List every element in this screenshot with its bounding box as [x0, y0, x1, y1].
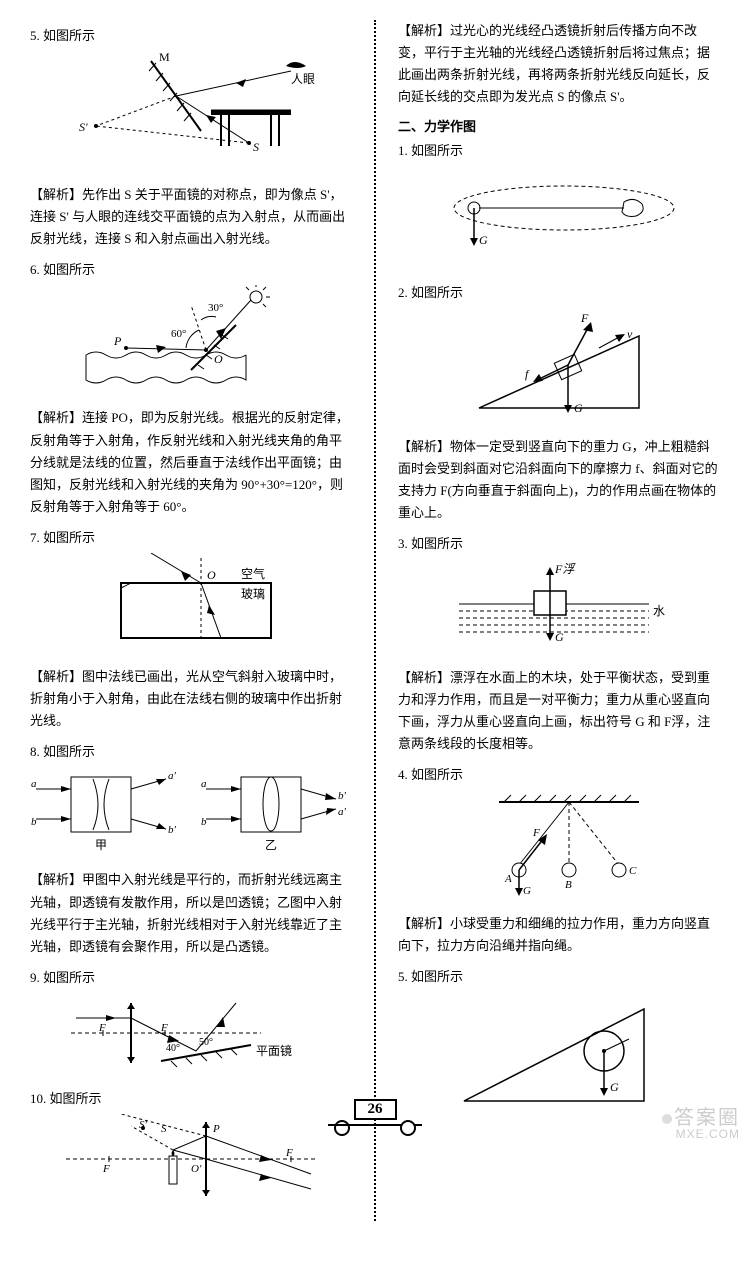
r-q4-num: 4. 如图所示: [398, 765, 720, 786]
q7-analysis: 【解析】图中法线已画出，光从空气斜射入玻璃中时，折射角小于入射角，由此在法线右侧…: [30, 666, 352, 732]
label-mirror: 平面镜: [256, 1043, 292, 1058]
svg-text:40°: 40°: [166, 1043, 180, 1054]
cart-decoration: [330, 1118, 420, 1132]
svg-text:F: F: [580, 311, 589, 325]
svg-text:a': a': [338, 806, 347, 818]
right-column: 【解析】过光心的光线经凸透镜折射后传播方向不改变，平行于主光轴的光线经凸透镜折射…: [398, 20, 720, 1221]
svg-text:G: G: [555, 630, 564, 644]
svg-text:v: v: [627, 327, 633, 341]
svg-text:b: b: [201, 816, 207, 828]
q9: 9. 如图所示 F F: [30, 968, 352, 1080]
q6-num: 6. 如图所示: [30, 260, 352, 281]
q5-num: 5. 如图所示: [30, 26, 352, 47]
r-q5: 5. 如图所示 G: [398, 967, 720, 1119]
svg-text:a: a: [201, 778, 207, 790]
q6-figure: P O: [30, 285, 352, 402]
svg-text:b': b': [168, 824, 177, 836]
q7-figure: O 空气 玻璃: [30, 553, 352, 660]
svg-text:F浮: F浮: [554, 562, 576, 576]
r-q2-figure: F v f G: [398, 308, 720, 430]
r-q1: 1. 如图所示 G: [398, 141, 720, 273]
q8: 8. 如图所示 a b a' b' 甲: [30, 742, 352, 958]
svg-text:b: b: [31, 816, 37, 828]
svg-text:50°: 50°: [199, 1037, 213, 1048]
label-P: P: [113, 334, 122, 348]
r-q3: 3. 如图所示 水 F: [398, 534, 720, 755]
svg-text:A: A: [504, 873, 512, 885]
left-column: 5. 如图所示 M: [30, 20, 352, 1221]
q8-num: 8. 如图所示: [30, 742, 352, 763]
section-title: 二、力学作图: [398, 116, 720, 135]
label-60: 60°: [171, 328, 186, 340]
r-q3-analysis: 【解析】漂浮在水面上的木块，处于平衡状态，受到重力和浮力作用，而且是一对平衡力；…: [398, 667, 720, 755]
q7: 7. 如图所示 O 空气 玻璃 【解析】图中: [30, 528, 352, 732]
svg-text:G: G: [523, 885, 531, 897]
watermark: 答案圈 MXE.COM: [662, 1108, 740, 1140]
q8-figure: a b a' b' 甲 a b b' a' 乙: [30, 767, 352, 864]
page-number: 26: [354, 1099, 397, 1120]
r-q4: 4. 如图所示 A B C: [398, 765, 720, 957]
q10-num: 10. 如图所示: [30, 1089, 352, 1110]
q5-figure: M S: [30, 51, 352, 178]
svg-text:C: C: [629, 865, 637, 877]
r-q3-num: 3. 如图所示: [398, 534, 720, 555]
svg-text:P: P: [212, 1123, 220, 1135]
q6-analysis: 【解析】连接 PO，即为反射光线。根据光的反射定律，反射角等于入射角，作反射光线…: [30, 407, 352, 517]
label-G: G: [479, 233, 488, 247]
q10: 10. 如图所示 F F S S': [30, 1089, 352, 1211]
label-O: O: [214, 352, 223, 366]
svg-text:F: F: [160, 1022, 168, 1034]
label-Sp: S': [79, 120, 88, 134]
r-q5-figure: G: [398, 991, 720, 1118]
q6: 6. 如图所示 P O: [30, 260, 352, 518]
label-S: S: [253, 140, 259, 154]
top-analysis: 【解析】过光心的光线经凸透镜折射后传播方向不改变，平行于主光轴的光线经凸透镜折射…: [398, 20, 720, 108]
svg-text:a': a': [168, 770, 177, 782]
svg-text:F: F: [98, 1022, 106, 1034]
q9-num: 9. 如图所示: [30, 968, 352, 989]
svg-text:水: 水: [653, 604, 665, 618]
label-M: M: [159, 51, 170, 64]
svg-text:B: B: [565, 879, 572, 891]
svg-text:G: G: [610, 1080, 619, 1094]
q5-analysis: 【解析】先作出 S 关于平面镜的对称点，即为像点 S'，连接 S' 与人眼的连线…: [30, 184, 352, 250]
q10-figure: F F S S' P O': [30, 1114, 352, 1211]
svg-text:F: F: [532, 827, 540, 839]
r-q4-analysis: 【解析】小球受重力和细绳的拉力作用，重力方向竖直向下，拉力方向沿绳并指向绳。: [398, 913, 720, 957]
q9-figure: F F 平面镜 40° 50°: [30, 993, 352, 1080]
svg-text:a: a: [31, 778, 37, 790]
q7-num: 7. 如图所示: [30, 528, 352, 549]
label-30: 30°: [208, 302, 223, 314]
label-yi: 乙: [265, 838, 277, 852]
label-eye: 人眼: [291, 72, 315, 86]
svg-text:O': O': [191, 1163, 202, 1175]
label-O: O: [207, 568, 216, 582]
svg-text:f: f: [525, 367, 530, 381]
r-q3-figure: 水 F浮 G: [398, 559, 720, 661]
column-divider: [374, 20, 376, 1221]
q8-analysis: 【解析】甲图中入射光线是平行的，而折射光线远离主光轴，即透镜有发散作用，所以是凹…: [30, 869, 352, 957]
svg-text:F: F: [102, 1163, 110, 1175]
r-q4-figure: A B C F G: [398, 790, 720, 907]
svg-text:F: F: [285, 1147, 293, 1159]
r-q1-num: 1. 如图所示: [398, 141, 720, 162]
r-q1-figure: G: [398, 166, 720, 273]
q5: 5. 如图所示 M: [30, 26, 352, 250]
label-jia: 甲: [95, 838, 107, 852]
label-air: 空气: [241, 566, 265, 581]
label-glass: 玻璃: [241, 587, 265, 601]
svg-text:b': b': [338, 790, 347, 802]
svg-text:G: G: [574, 401, 583, 415]
page-number-box: 26: [330, 1099, 420, 1132]
r-q5-num: 5. 如图所示: [398, 967, 720, 988]
r-q2-num: 2. 如图所示: [398, 283, 720, 304]
r-q2-analysis: 【解析】物体一定受到竖直向下的重力 G，冲上粗糙斜面时会受到斜面对它沿斜面向下的…: [398, 436, 720, 524]
r-q2: 2. 如图所示 F v f: [398, 283, 720, 524]
